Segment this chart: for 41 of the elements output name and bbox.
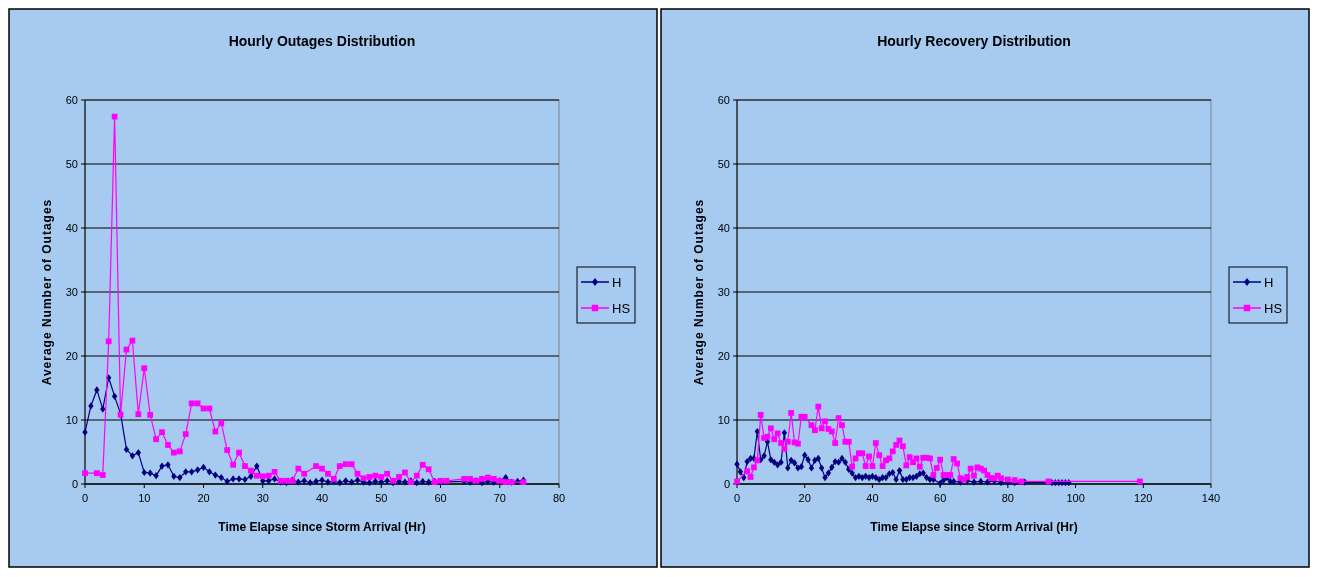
y-tick-label: 10 xyxy=(717,413,730,426)
x-axis-title: Time Elapse since Storm Arrival (Hr) xyxy=(218,520,426,534)
x-tick-label: 60 xyxy=(934,492,947,504)
y-tick-label: 20 xyxy=(717,349,730,362)
chart-title: Hourly Outages Distribution xyxy=(228,33,416,49)
y-tick-label: 60 xyxy=(65,93,78,106)
x-tick-label: 30 xyxy=(256,492,269,504)
chart-title: Hourly Recovery Distribution xyxy=(877,33,1071,49)
x-tick-label: 80 xyxy=(552,492,566,504)
y-tick-label: 10 xyxy=(65,413,78,426)
x-tick-label: 20 xyxy=(798,492,811,504)
x-tick-label: 140 xyxy=(1201,492,1221,504)
x-tick-label: 60 xyxy=(434,492,447,504)
x-tick-label: 100 xyxy=(1066,492,1085,504)
y-tick-label: 30 xyxy=(65,285,78,298)
legend-label: HS xyxy=(1264,300,1283,316)
y-axis-title: Average Number of Outages xyxy=(692,198,706,386)
x-tick-label: 10 xyxy=(138,492,151,504)
y-tick-label: 30 xyxy=(717,285,730,298)
x-tick-label: 0 xyxy=(81,492,89,504)
x-tick-label: 70 xyxy=(493,492,506,504)
y-tick-label: 40 xyxy=(65,221,78,234)
y-tick-label: 50 xyxy=(717,157,730,170)
legend-label: HS xyxy=(612,300,631,316)
y-axis-title: Average Number of Outages xyxy=(40,198,54,386)
x-tick-label: 40 xyxy=(315,492,329,504)
x-tick-label: 20 xyxy=(197,492,210,504)
x-axis-title: Time Elapse since Storm Arrival (Hr) xyxy=(870,520,1078,534)
x-tick-label: 120 xyxy=(1134,492,1153,504)
x-tick-label: 40 xyxy=(866,492,879,504)
y-tick-label: 0 xyxy=(71,477,78,490)
legend-label: H xyxy=(612,274,622,290)
y-tick-label: 40 xyxy=(717,221,730,234)
y-tick-label: 20 xyxy=(65,349,78,362)
y-tick-label: 50 xyxy=(65,157,78,170)
x-tick-label: 80 xyxy=(1001,492,1014,504)
x-tick-label: 0 xyxy=(733,492,741,504)
x-tick-label: 50 xyxy=(375,492,388,504)
y-tick-label: 60 xyxy=(717,93,730,106)
y-tick-label: 0 xyxy=(723,477,730,490)
legend-label: H xyxy=(1264,274,1274,290)
